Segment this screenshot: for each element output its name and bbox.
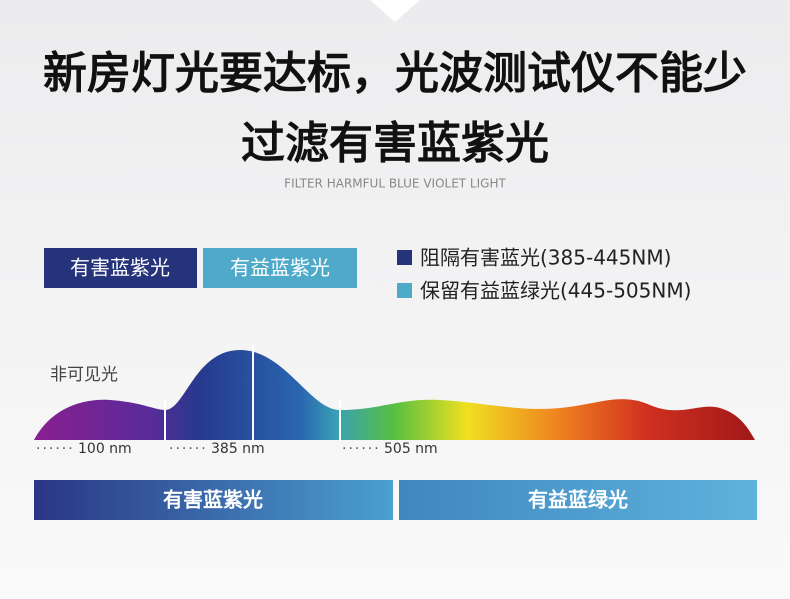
headline: 过滤有害蓝紫光	[241, 118, 549, 169]
band	[399, 480, 757, 520]
marker-label: 505 nm	[384, 441, 438, 457]
legend-swatch	[397, 250, 412, 265]
tag	[44, 248, 197, 288]
spectrum-curve	[34, 350, 755, 440]
dots: ······	[342, 441, 381, 457]
notch	[370, 0, 420, 22]
band-label: 有害蓝紫光	[163, 488, 263, 512]
tag-label: 有害蓝紫光	[70, 256, 170, 280]
legend-swatch	[397, 283, 412, 298]
spectrum-label: 非可见光	[50, 365, 118, 385]
band-label: 有益蓝绿光	[528, 488, 628, 512]
tag-label: 有益蓝紫光	[230, 256, 330, 280]
marker-label: 100 nm	[78, 441, 132, 457]
headline: 新房灯光要达标，光波测试仪不能少	[43, 48, 747, 99]
legend-label: 保留有益蓝绿光(445-505NM)	[420, 279, 691, 303]
tag	[203, 248, 357, 288]
dots: ······	[36, 441, 75, 457]
marker-label: 385 nm	[211, 441, 265, 457]
band	[34, 480, 393, 520]
dots: ······	[169, 441, 208, 457]
legend-label: 阻隔有害蓝光(385-445NM)	[420, 246, 671, 270]
subtitle: FILTER HARMFUL BLUE VIOLET LIGHT	[284, 177, 506, 191]
